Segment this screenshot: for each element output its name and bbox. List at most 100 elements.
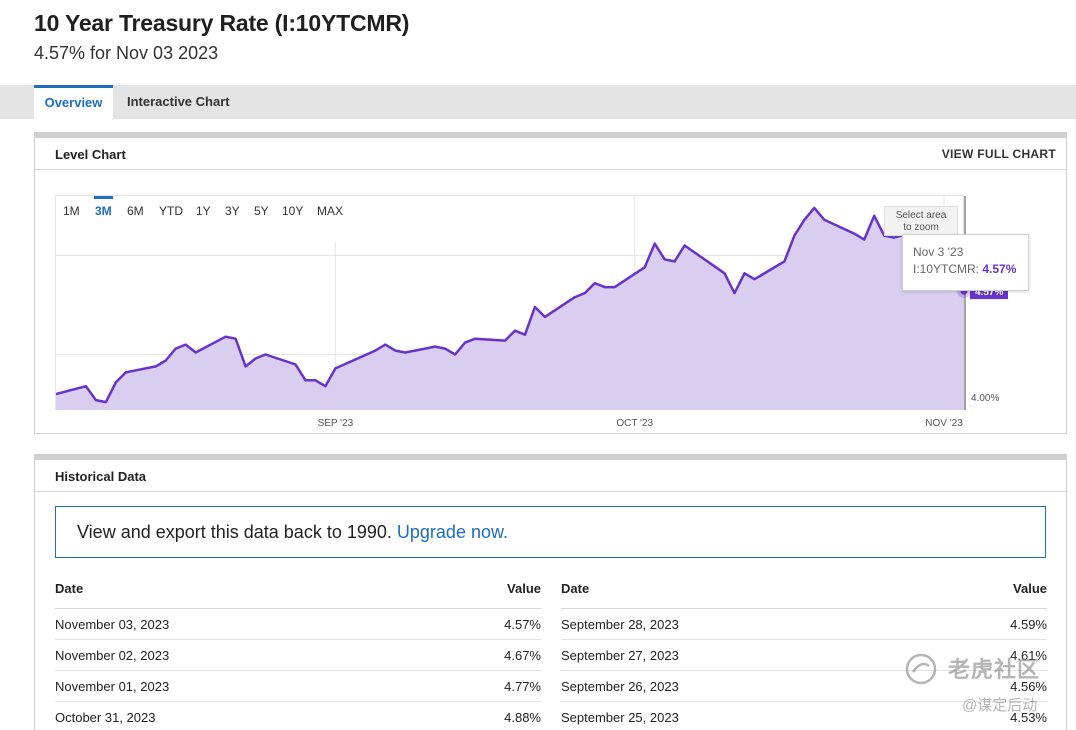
row-value: 4.59% xyxy=(1010,617,1047,632)
x-axis-labels: SEP '23 OCT '23 NOV '23 xyxy=(318,418,964,429)
view-full-chart-link[interactable]: VIEW FULL CHART xyxy=(941,147,1056,161)
data-point-2023-10-24 xyxy=(863,238,866,241)
data-point-2023-10-20 xyxy=(823,218,826,221)
data-point-2023-08-30 xyxy=(314,379,317,382)
range-3m-button[interactable]: 3M xyxy=(94,196,113,218)
range-6m-button[interactable]: 6M xyxy=(127,204,144,218)
data-point-2023-08-25 xyxy=(264,353,267,356)
row-value: 4.88% xyxy=(504,710,541,725)
range-3y-button[interactable]: 3Y xyxy=(225,204,240,218)
data-point-2023-10-17 xyxy=(793,234,796,237)
table-row: November 02, 2023 4.67% xyxy=(55,640,541,671)
series-area xyxy=(56,207,964,410)
data-point-2023-08-10 xyxy=(115,381,118,384)
range-ytd-button[interactable]: YTD xyxy=(159,204,183,218)
row-value: 4.67% xyxy=(504,648,541,663)
data-point-2023-09-13 xyxy=(454,353,457,356)
data-point-2023-09-21 xyxy=(534,306,537,309)
tab-interactive-chart[interactable]: Interactive Chart xyxy=(127,94,230,109)
range-10y-button[interactable]: 10Y xyxy=(282,204,304,218)
row-value: 4.57% xyxy=(504,617,541,632)
data-point-2023-09-19 xyxy=(514,329,517,332)
value-column-header: Value xyxy=(507,581,541,596)
data-point-2023-09-06 xyxy=(384,343,387,346)
data-point-2023-09-12 xyxy=(444,347,447,350)
range-max-button[interactable]: MAX xyxy=(317,204,344,218)
data-point-2023-09-14 xyxy=(464,341,467,344)
level-chart-header: Level Chart VIEW FULL CHART xyxy=(35,138,1066,170)
data-point-2023-09-29 xyxy=(613,286,616,289)
data-point-2023-09-08 xyxy=(404,351,407,354)
data-point-2023-09-27 xyxy=(594,282,597,285)
data-point-2023-09-20 xyxy=(524,333,527,336)
data-point-2023-08-14 xyxy=(154,365,157,368)
data-point-2023-09-26 xyxy=(584,292,587,295)
data-point-2023-08-17 xyxy=(184,343,187,346)
page-header: 10 Year Treasury Rate (I:10YTCMR) 4.57% … xyxy=(34,10,409,64)
zoom-hint: Select area to zoom xyxy=(884,206,958,236)
row-date: September 28, 2023 xyxy=(561,617,679,632)
data-point-2023-09-11 xyxy=(434,345,437,348)
value-column-header: Value xyxy=(1013,581,1047,596)
data-point-2023-08-24 xyxy=(254,357,257,360)
range-1m-button[interactable]: 1M xyxy=(63,204,80,218)
date-column-header: Date xyxy=(561,581,590,596)
data-point-2023-08-18 xyxy=(194,351,197,354)
tooltip-date: Nov 3 '23 xyxy=(913,245,964,259)
data-point-2023-08-15 xyxy=(164,359,167,362)
table-row: September 25, 2023 4.53% xyxy=(561,702,1047,730)
data-point-2023-08-29 xyxy=(304,379,307,382)
data-point-2023-10-18 xyxy=(803,218,806,221)
row-date: November 01, 2023 xyxy=(55,679,170,694)
x-tick-label: OCT '23 xyxy=(616,418,653,429)
data-point-2023-10-02 xyxy=(643,266,646,269)
upgrade-text: View and export this data back to 1990. … xyxy=(77,522,508,543)
data-point-2023-10-10 xyxy=(723,272,726,275)
x-tick-label: NOV '23 xyxy=(925,418,963,429)
row-date: November 02, 2023 xyxy=(55,648,170,663)
row-date: November 03, 2023 xyxy=(55,617,170,632)
data-point-2023-08-22 xyxy=(234,337,237,340)
upgrade-now-link[interactable]: Upgrade now. xyxy=(396,522,508,542)
data-point-2023-10-05 xyxy=(673,260,676,263)
range-5y-button[interactable]: 5Y xyxy=(254,204,269,218)
range-1y-button[interactable]: 1Y xyxy=(196,204,211,218)
data-point-2023-09-22 xyxy=(544,316,547,319)
table-row: September 28, 2023 4.59% xyxy=(561,609,1047,640)
data-point-2023-09-18 xyxy=(504,339,507,342)
range-selector: 1M 3M 6M YTD 1Y 3Y 5Y 10Y MAX xyxy=(56,196,350,242)
data-point-2023-09-28 xyxy=(603,286,606,289)
data-point-2023-10-11 xyxy=(733,292,736,295)
upgrade-message: View and export this data back to 1990. xyxy=(77,522,392,542)
data-point-2023-10-16 xyxy=(783,260,786,263)
historical-data-title: Historical Data xyxy=(55,469,147,484)
data-point-2023-10-27 xyxy=(893,236,896,239)
table-row: October 31, 2023 4.88% xyxy=(55,702,541,730)
table-row: September 27, 2023 4.61% xyxy=(561,640,1047,671)
data-point-2023-08-28 xyxy=(294,363,297,366)
historical-table-left: Date Value November 03, 2023 4.57% Novem… xyxy=(55,572,541,730)
data-point-2023-10-06 xyxy=(683,244,686,247)
data-point-2023-08-31 xyxy=(324,385,327,388)
zoom-hint-line2: to zoom xyxy=(903,222,939,233)
tab-overview[interactable]: Overview xyxy=(34,85,113,119)
watermark-line1: 老虎社区 xyxy=(948,657,1041,682)
date-column-header: Date xyxy=(55,581,84,596)
level-chart-card: Level Chart VIEW FULL CHART SEP '23 OCT '… xyxy=(34,132,1067,434)
data-point-2023-08-21 xyxy=(224,335,227,338)
table-row: September 26, 2023 4.56% xyxy=(561,671,1047,702)
data-point-2023-09-01 xyxy=(334,367,337,370)
data-point-2023-10-04 xyxy=(663,258,666,261)
chart-tooltip: Nov 3 '23 I:10YTCMR: 4.57% xyxy=(902,234,1029,291)
tooltip-series-label: I:10YTCMR: xyxy=(913,262,980,276)
data-point-2023-10-12 xyxy=(743,272,746,275)
historical-table-right: Date Value September 28, 2023 4.59% Sept… xyxy=(561,572,1047,730)
watermark-line2: @谋定后动 xyxy=(962,697,1038,714)
data-point-2023-09-07 xyxy=(394,349,397,352)
tiger-logo-icon xyxy=(905,653,937,685)
page-subtitle: 4.57% for Nov 03 2023 xyxy=(34,43,219,63)
tooltip-value-line: I:10YTCMR: 4.57% xyxy=(913,262,1028,276)
table-row: November 01, 2023 4.77% xyxy=(55,671,541,702)
historical-data-header: Historical Data xyxy=(35,460,1066,492)
data-point-2023-10-13 xyxy=(753,278,756,281)
